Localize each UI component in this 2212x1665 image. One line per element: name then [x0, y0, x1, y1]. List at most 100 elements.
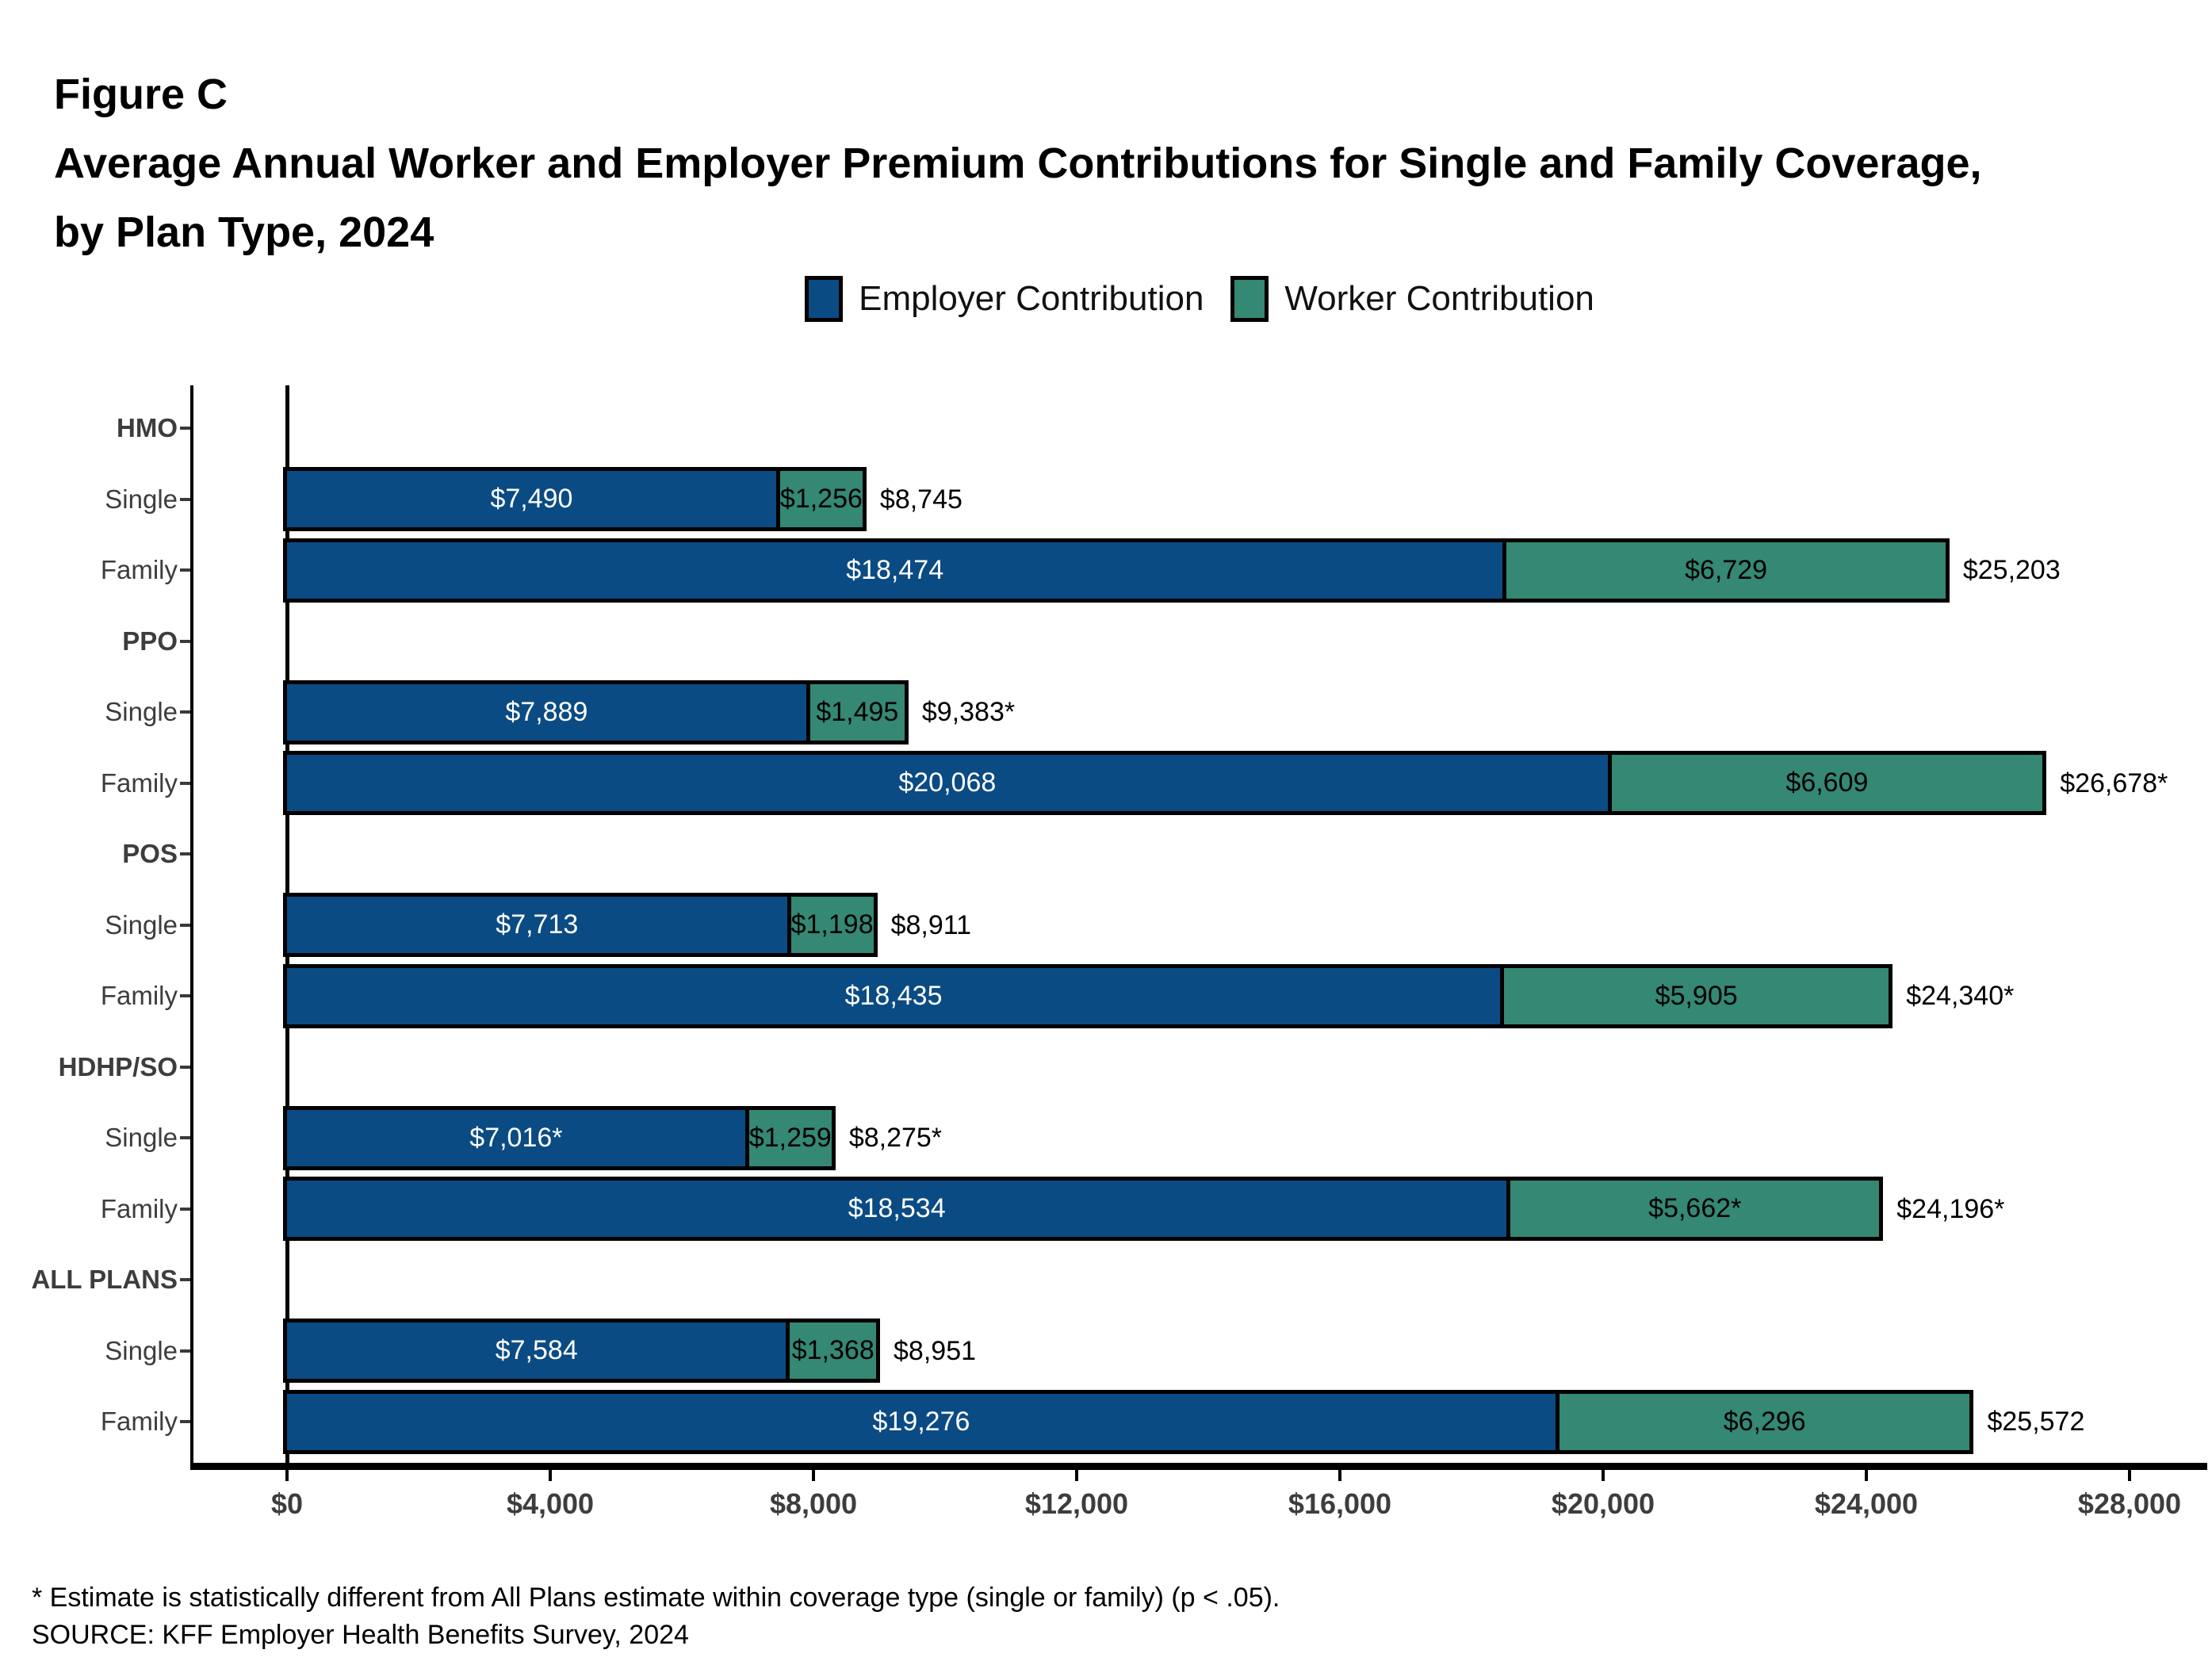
bar-all-plans-family: $19,276 $6,296 — [283, 1389, 1974, 1454]
segment-employer-hdhp-so-family: $18,534 — [287, 1181, 1507, 1237]
group-label-hdhp-so: HDHP/SO — [58, 1051, 178, 1081]
x-tick-label: $0 — [270, 1487, 304, 1520]
legend: Employer Contribution Worker Contributio… — [94, 276, 2212, 322]
y-axis-line — [190, 385, 193, 1469]
legend-swatch-worker-icon — [1230, 276, 1269, 322]
total-label-ppo-single: $9,383* — [921, 697, 1016, 727]
x-tick — [549, 1470, 552, 1481]
chart-title-line2: by Plan Type, 2024 — [54, 209, 434, 256]
segment-worker-ppo-family: $6,609 — [1607, 755, 2043, 811]
segment-worker-hmo-single: $1,256 — [775, 471, 863, 527]
y-tick — [180, 568, 190, 572]
x-tick-label: $28,000 — [2077, 1487, 2182, 1520]
row-label-pos-single: Single — [105, 909, 178, 940]
chart-title-line1: Average Annual Worker and Employer Premi… — [54, 140, 1982, 187]
x-tick — [2128, 1470, 2131, 1481]
y-tick — [180, 710, 190, 714]
y-tick — [180, 1278, 190, 1281]
x-tick — [1602, 1470, 1605, 1481]
total-label-hdhp-so-family: $24,196* — [1896, 1193, 2005, 1224]
y-tick — [180, 639, 190, 643]
total-label-hdhp-so-single: $8,275* — [848, 1123, 943, 1153]
y-tick — [180, 1065, 190, 1069]
group-label-ppo: PPO — [122, 626, 178, 656]
footnote-significance: * Estimate is statistically different fr… — [32, 1583, 1280, 1613]
y-tick — [180, 1420, 190, 1423]
x-tick-label: $20,000 — [1551, 1487, 1655, 1520]
y-tick — [180, 923, 190, 927]
segment-employer-ppo-single: $7,889 — [287, 683, 806, 741]
bar-hdhp-so-family: $18,534 $5,662* — [283, 1177, 1884, 1241]
y-tick — [180, 427, 190, 430]
total-label-ppo-family: $26,678* — [2060, 767, 2168, 798]
x-tick — [1865, 1470, 1868, 1481]
y-tick — [180, 1136, 190, 1139]
segment-employer-pos-single: $7,713 — [287, 897, 787, 953]
x-tick — [812, 1470, 815, 1481]
row-label-all-plans-single: Single — [105, 1335, 178, 1365]
segment-worker-pos-family: $5,905 — [1500, 967, 1889, 1024]
row-label-hdhp-so-family: Family — [100, 1193, 178, 1223]
x-tick-label: $24,000 — [1814, 1487, 1919, 1520]
row-label-pos-family: Family — [100, 981, 178, 1010]
segment-employer-all-plans-family: $19,276 — [287, 1393, 1556, 1450]
bar-pos-family: $18,435 $5,905 — [283, 963, 1893, 1028]
x-tick-label: $12,000 — [1024, 1487, 1129, 1520]
y-tick — [180, 497, 190, 501]
bar-hmo-family: $18,474 $6,729 — [283, 538, 1950, 603]
legend-item-employer: Employer Contribution — [805, 276, 1204, 322]
y-tick — [180, 994, 190, 997]
legend-swatch-employer-icon — [805, 276, 844, 322]
x-tick-label: $4,000 — [506, 1487, 595, 1520]
segment-employer-hdhp-so-single: $7,016* — [287, 1109, 745, 1166]
figure-label: Figure C — [54, 71, 228, 118]
total-label-hmo-family: $25,203 — [1962, 555, 2061, 585]
bar-hdhp-so-single: $7,016* $1,259 — [283, 1105, 836, 1170]
segment-employer-all-plans-single: $7,584 — [287, 1322, 786, 1379]
legend-label-employer: Employer Contribution — [859, 279, 1204, 318]
bar-ppo-single: $7,889 $1,495 — [283, 679, 909, 744]
bar-hmo-single: $7,490 $1,256 — [283, 467, 867, 531]
bar-ppo-family: $20,068 $6,609 — [283, 751, 2047, 815]
total-label-all-plans-single: $8,951 — [894, 1335, 977, 1366]
bar-pos-single: $7,713 $1,198 — [283, 893, 878, 957]
segment-employer-hmo-single: $7,490 — [287, 471, 776, 527]
footnote-source: SOURCE: KFF Employer Health Benefits Sur… — [32, 1620, 689, 1650]
row-label-ppo-single: Single — [105, 697, 178, 726]
row-label-all-plans-family: Family — [100, 1407, 178, 1436]
y-tick — [180, 852, 190, 855]
title-block: Figure C Average Annual Worker and Emplo… — [54, 60, 1982, 267]
segment-worker-pos-single: $1,198 — [786, 897, 874, 953]
row-label-hdhp-so-single: Single — [105, 1123, 178, 1152]
legend-label-worker: Worker Contribution — [1284, 279, 1594, 318]
bar-all-plans-single: $7,584 $1,368 — [283, 1319, 881, 1383]
legend-item-worker: Worker Contribution — [1230, 276, 1594, 322]
segment-employer-ppo-family: $20,068 — [287, 755, 1608, 811]
segment-worker-hdhp-so-family: $5,662* — [1506, 1181, 1880, 1237]
group-label-hmo: HMO — [117, 413, 178, 442]
row-label-hmo-single: Single — [105, 484, 178, 514]
x-tick — [1075, 1470, 1078, 1481]
segment-worker-all-plans-single: $1,368 — [786, 1322, 877, 1379]
segment-worker-all-plans-family: $6,296 — [1555, 1393, 1970, 1450]
total-label-pos-family: $24,340* — [1906, 981, 2015, 1011]
x-tick — [285, 1470, 289, 1481]
total-label-hmo-single: $8,745 — [879, 484, 962, 515]
x-tick-label: $16,000 — [1288, 1487, 1392, 1520]
y-tick — [180, 781, 190, 785]
y-tick — [180, 1207, 190, 1211]
total-label-all-plans-family: $25,572 — [1987, 1407, 2085, 1437]
x-tick — [1338, 1470, 1341, 1481]
total-label-pos-single: $8,911 — [890, 909, 972, 940]
x-tick-label: $8,000 — [769, 1487, 858, 1520]
row-label-ppo-family: Family — [100, 767, 178, 798]
footnote-block: * Estimate is statistically different fr… — [32, 1579, 1280, 1654]
x-axis-line — [190, 1463, 2207, 1470]
y-tick — [180, 1349, 190, 1353]
segment-worker-hmo-family: $6,729 — [1502, 542, 1946, 599]
row-label-hmo-family: Family — [100, 555, 178, 584]
group-label-all-plans: ALL PLANS — [31, 1265, 178, 1294]
segment-worker-ppo-single: $1,495 — [806, 683, 905, 741]
